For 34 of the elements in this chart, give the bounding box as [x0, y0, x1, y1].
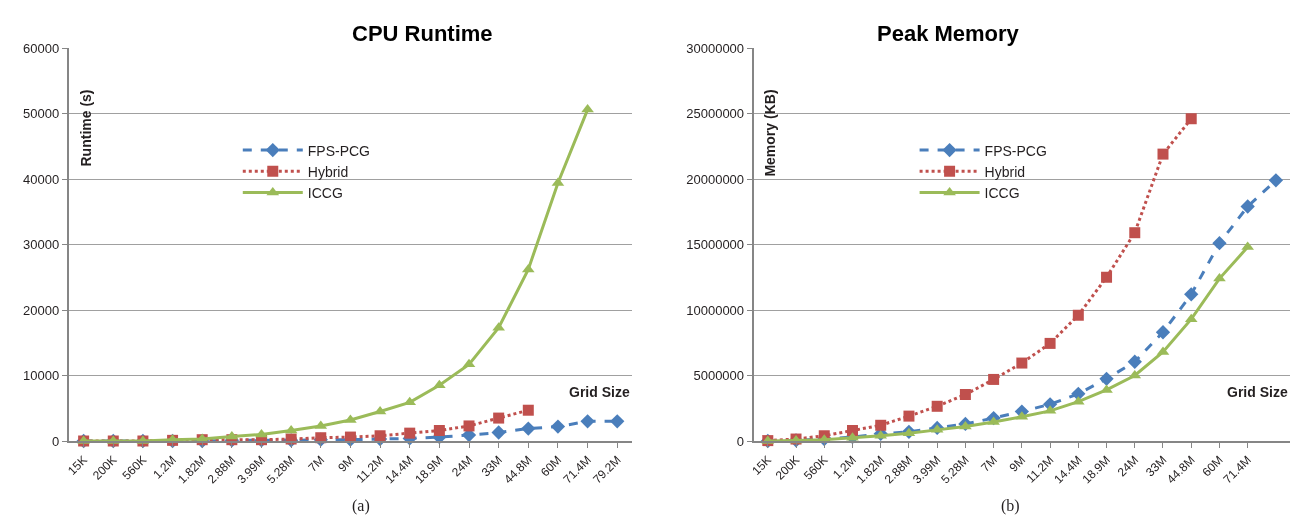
y-tick-label: 60000 — [23, 40, 60, 56]
y-tick-label: 10000 — [23, 368, 60, 384]
text: (a) — [352, 497, 370, 515]
chart-title: CPU Runtime — [352, 21, 493, 46]
x-axis-title: Grid Size — [1227, 384, 1288, 400]
y-tick-label: 30000000 — [686, 40, 745, 56]
legend-label: ICCG — [307, 184, 343, 201]
legend-label: ICCG — [984, 184, 1020, 201]
text: (b) — [1001, 497, 1020, 515]
x-axis-title: Grid Size — [569, 384, 630, 400]
x-tick-label: 15K — [749, 452, 775, 478]
y-tick-label: 5000000 — [693, 368, 745, 384]
chart-title: Peak Memory — [877, 21, 1020, 46]
legend-label: FPS-PCG — [984, 142, 1047, 159]
y-tick-label: 10000000 — [686, 302, 745, 318]
y-tick-label: 50000 — [23, 106, 60, 122]
y-tick-label: 30000 — [23, 237, 60, 253]
y-axis-title: Memory (KB) — [761, 89, 778, 177]
y-tick-label: 15000000 — [686, 237, 745, 253]
y-tick-label: 0 — [736, 433, 745, 449]
x-tick-label: 7M — [305, 452, 328, 475]
legend-label: Hybrid — [984, 163, 1026, 180]
x-tick-label: 7M — [978, 452, 1000, 475]
x-tick-label: 9M — [1006, 452, 1029, 475]
x-tick-label: 9M — [335, 452, 357, 475]
y-axis-title: Runtime (s) — [77, 89, 94, 167]
legend-label: Hybrid — [307, 163, 349, 180]
y-tick-label: 40000 — [23, 171, 60, 187]
y-tick-label: 20000 — [23, 302, 60, 318]
y-tick-label: 0 — [51, 433, 60, 449]
legend-label: FPS-PCG — [307, 142, 371, 159]
y-tick-label: 25000000 — [686, 106, 745, 122]
x-tick-label: 15K — [64, 452, 90, 478]
y-tick-label: 20000000 — [686, 171, 745, 187]
